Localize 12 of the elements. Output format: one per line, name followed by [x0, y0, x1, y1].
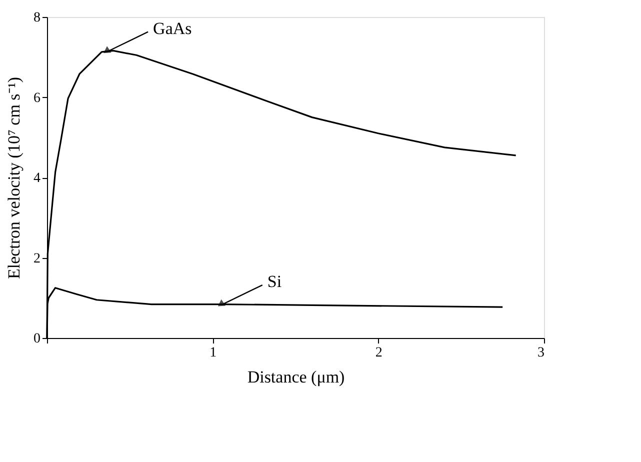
annotation: GaAs — [153, 18, 192, 38]
y-axis-title: Electron velocity (10⁷ cm s⁻¹) — [4, 76, 24, 280]
x-axis-title: Distance (μm) — [247, 368, 345, 386]
x-tick-label: 1 — [210, 346, 217, 360]
y-tick-label: 0 — [34, 332, 40, 346]
x-tick-label: 3 — [538, 346, 544, 360]
annotation: Si — [267, 272, 282, 292]
y-tick-label: 2 — [34, 251, 40, 266]
x-tick-label: 2 — [375, 346, 382, 360]
y-tick-label: 6 — [34, 90, 40, 106]
y-tick-label: 4 — [34, 171, 40, 186]
y-tick-label: 8 — [34, 10, 40, 26]
